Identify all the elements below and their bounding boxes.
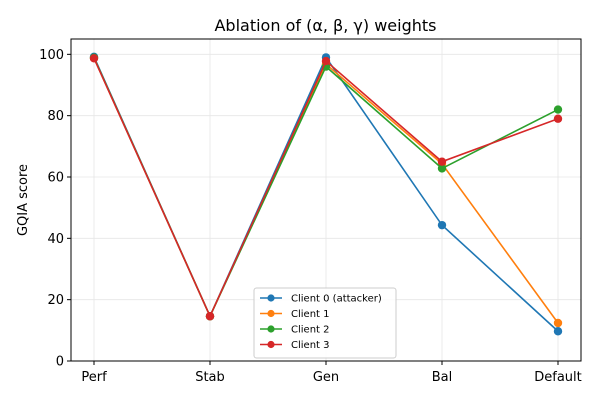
data-point [89,54,99,63]
legend-marker [267,325,275,333]
chart-title: Ablation of (α, β, γ) weights [214,16,436,35]
y-axis: 0 20 40 60 80 100 [39,48,71,370]
y-tick-label: 40 [47,232,64,247]
legend-box [253,287,397,359]
data-point [437,220,447,230]
legend-item: Client 0 (attacker) [260,294,382,305]
legend-item: Client 2 [260,325,330,336]
legend-label: Client 1 [291,309,330,320]
data-point [553,327,563,336]
y-axis-label: GQIA score [16,164,31,236]
legend-marker [267,309,275,318]
legend-marker [267,294,275,302]
x-tick-label: Stab [195,370,225,385]
series-layer [89,52,563,336]
legend: Client 0 (attacker) Client 1 Client 2 Clien… [253,287,397,359]
legend-label: Client 0 (attacker) [291,294,382,305]
x-tick-label: Default [534,370,582,385]
x-tick-label: Bal [432,370,453,385]
legend-label: Client 2 [291,325,330,336]
y-tick-label: 20 [47,293,64,308]
data-point [437,157,447,166]
x-tick-label: Gen [313,370,339,385]
y-tick-label: 100 [39,48,64,63]
y-tick-label: 60 [47,171,64,186]
legend-item: Client 1 [260,309,330,320]
y-tick-label: 80 [47,109,64,124]
legend-marker [267,340,275,349]
data-point [205,312,215,321]
y-tick-label: 0 [56,355,64,370]
data-point [553,105,563,114]
data-point [437,164,447,173]
data-point [553,114,563,123]
legend-item: Client 3 [260,340,330,351]
x-tick-label: Perf [81,370,107,385]
series-3 [89,54,563,321]
x-axis: Perf Stab Gen Bal Default [81,361,582,385]
data-point [553,318,563,328]
legend-label: Client 3 [291,340,330,351]
data-point [321,56,331,66]
